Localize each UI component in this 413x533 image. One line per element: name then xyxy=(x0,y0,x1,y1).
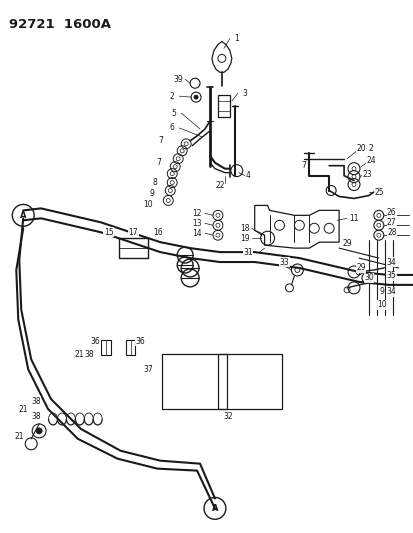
Text: 31: 31 xyxy=(242,248,252,256)
Text: 11: 11 xyxy=(349,214,358,223)
Text: 18: 18 xyxy=(240,224,249,233)
Text: 16: 16 xyxy=(153,228,163,237)
Text: 34: 34 xyxy=(386,287,396,296)
Circle shape xyxy=(194,95,197,99)
Text: 26: 26 xyxy=(386,208,396,217)
Text: 3: 3 xyxy=(242,88,247,98)
Circle shape xyxy=(36,428,42,434)
Text: 14: 14 xyxy=(192,229,202,238)
Text: 13: 13 xyxy=(192,219,202,228)
Text: 10: 10 xyxy=(143,200,153,209)
Text: 36: 36 xyxy=(91,337,100,346)
Text: 2: 2 xyxy=(169,92,174,101)
Text: 23: 23 xyxy=(361,170,371,179)
Text: 28: 28 xyxy=(386,228,396,237)
Text: 5: 5 xyxy=(171,109,176,118)
Text: 38: 38 xyxy=(31,397,41,406)
Text: 29: 29 xyxy=(342,239,351,248)
Text: A: A xyxy=(20,211,26,220)
Text: 2: 2 xyxy=(368,144,373,154)
Text: 24: 24 xyxy=(365,156,375,165)
Text: 17: 17 xyxy=(128,228,138,237)
Text: 15: 15 xyxy=(104,228,113,237)
Text: 27: 27 xyxy=(386,218,396,227)
Text: 30: 30 xyxy=(363,273,373,282)
Text: 38: 38 xyxy=(84,350,93,359)
Text: 19: 19 xyxy=(240,233,249,243)
Text: 35: 35 xyxy=(386,271,396,280)
Text: 92721  1600A: 92721 1600A xyxy=(9,18,111,31)
Text: 25: 25 xyxy=(373,188,383,197)
Text: 10: 10 xyxy=(376,300,386,309)
Text: 21: 21 xyxy=(14,432,24,441)
Text: 1: 1 xyxy=(234,34,239,43)
Text: 8: 8 xyxy=(153,178,157,187)
Text: 29: 29 xyxy=(355,263,365,272)
Text: 34: 34 xyxy=(386,257,396,266)
Text: 20: 20 xyxy=(355,144,365,154)
Text: 32: 32 xyxy=(223,413,232,422)
Text: 38: 38 xyxy=(31,413,41,422)
Text: 9: 9 xyxy=(378,287,383,296)
Text: 36: 36 xyxy=(135,337,145,346)
Text: 22: 22 xyxy=(215,181,224,190)
Text: 21: 21 xyxy=(19,405,28,414)
Text: 7: 7 xyxy=(157,136,162,146)
Text: 12: 12 xyxy=(192,209,201,218)
Text: 21: 21 xyxy=(74,350,83,359)
Text: 7: 7 xyxy=(300,161,305,170)
Text: A: A xyxy=(211,504,218,513)
Text: 7: 7 xyxy=(156,158,160,167)
Text: 9: 9 xyxy=(150,189,154,198)
Text: 33: 33 xyxy=(279,257,289,266)
Text: 4: 4 xyxy=(244,171,249,180)
Text: 6: 6 xyxy=(169,124,174,132)
Text: 39: 39 xyxy=(173,75,183,84)
Text: 37: 37 xyxy=(143,365,153,374)
